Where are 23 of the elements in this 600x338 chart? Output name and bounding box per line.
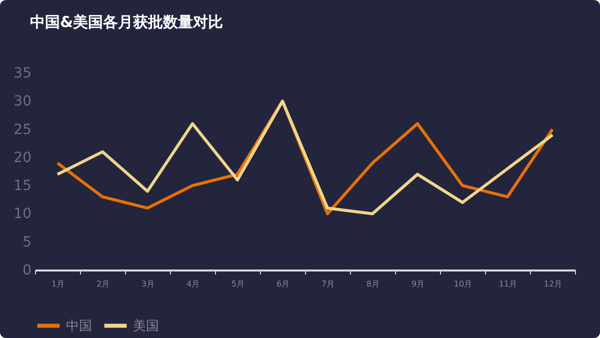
chart-title: 中国&美国各月获批数量对比 [30, 13, 224, 31]
y-tick-label: 35 [14, 66, 32, 82]
x-tick-label: 6月 [276, 280, 290, 288]
x-tick-label: 9月 [411, 280, 425, 288]
x-tick-label: 7月 [321, 280, 335, 288]
legend-label: 美国 [133, 318, 159, 334]
x-tick-label: 11月 [498, 280, 518, 288]
y-tick-label: 15 [14, 178, 32, 194]
x-tick-label: 3月 [141, 280, 155, 288]
x-tick-label: 8月 [366, 280, 380, 288]
x-tick-label: 2月 [96, 280, 110, 288]
x-tick-label: 10月 [454, 280, 472, 288]
y-tick-label: 0 [22, 262, 32, 278]
x-tick-label: 1月 [51, 280, 65, 288]
y-tick-label: 20 [14, 150, 32, 166]
y-tick-label: 25 [14, 122, 32, 138]
x-tick-label: 4月 [186, 280, 200, 288]
y-tick-label: 10 [14, 206, 32, 222]
legend-label: 中国 [66, 318, 92, 334]
x-tick-label: 5月 [231, 280, 245, 288]
x-tick-label: 12月 [544, 280, 562, 288]
y-tick-label: 30 [14, 94, 32, 110]
y-tick-label: 5 [22, 234, 32, 250]
